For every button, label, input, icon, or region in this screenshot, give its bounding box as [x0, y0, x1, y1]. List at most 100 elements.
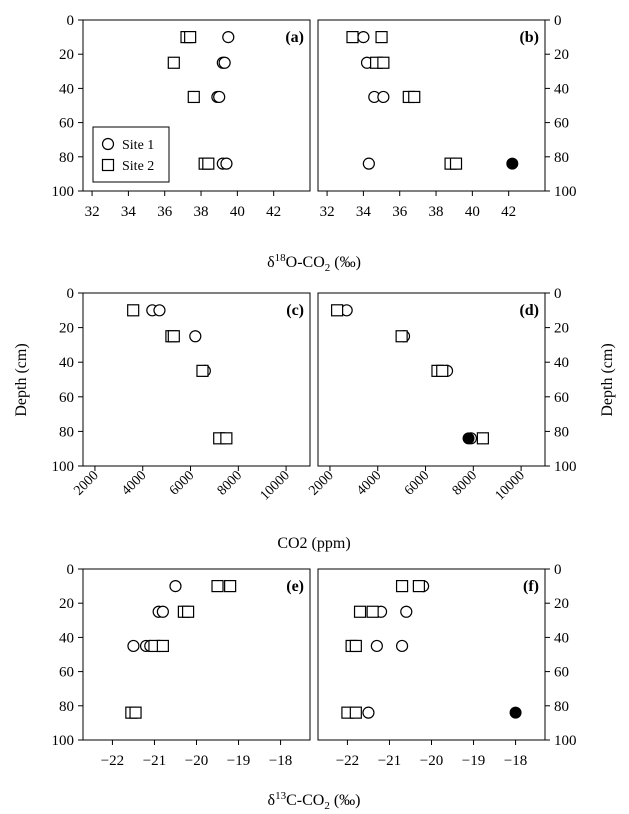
y-tick-label: 40: [554, 355, 569, 371]
y-tick-label: 20: [554, 596, 569, 612]
site-2-point: [167, 330, 180, 343]
y-tick-label: 60: [59, 665, 74, 681]
panel-a: 0 20 40 60 80 100 32 34 36 38 40 42 (a) Site 1 Site 2: [52, 13, 311, 220]
y-tick-label: 100: [52, 184, 75, 200]
site-1-point: [189, 330, 202, 343]
site-2-point: [181, 605, 195, 618]
x-tick-label: 4000: [119, 468, 149, 498]
y-tick-label: 60: [554, 665, 569, 681]
x-tick-label: 8000: [215, 468, 245, 498]
y-tick-label: 40: [554, 81, 569, 97]
y-tick-label: 0: [67, 13, 75, 29]
site-2-point: [449, 157, 463, 170]
x-tick-label: 40: [230, 204, 245, 220]
y-tick-label: 80: [59, 424, 74, 440]
panel-b: 0 20 40 60 80 100 32 34 36 38 40 42 (b): [317, 13, 577, 220]
y-tick-label: 60: [554, 116, 569, 132]
y-tick-label: 20: [554, 47, 569, 63]
panel-frame: [317, 19, 546, 192]
y-tick-label: 0: [554, 286, 562, 302]
panel-label: (e): [286, 578, 304, 595]
filled-point: [462, 432, 475, 445]
site-1-point: [222, 30, 235, 44]
x-tick-label: 38: [194, 204, 209, 220]
site-2-point: [127, 304, 140, 317]
x-tick-label: −18: [504, 753, 527, 769]
site-2-point: [167, 56, 180, 69]
x-tick-label: 34: [356, 204, 372, 220]
site-2-point: [331, 304, 344, 317]
site-2-point: [353, 605, 367, 618]
panel-label: (d): [519, 302, 539, 319]
y-tick-label: 0: [67, 562, 75, 578]
y-tick-label: 80: [554, 699, 569, 715]
site-1-point: [395, 639, 409, 653]
x-tick-label: 32: [85, 204, 100, 220]
site-2-point: [349, 639, 362, 653]
site-1-point: [218, 56, 231, 69]
filled-point: [506, 157, 519, 170]
filled-point: [509, 706, 522, 719]
panel-e: 0 20 40 60 80 100 −22 −21 −20 −19 −18 (e): [52, 562, 311, 769]
site-1-point: [357, 30, 370, 44]
site-2-point: [156, 639, 169, 653]
row3-x-axis-label: δ13C-CO2 (‰): [268, 790, 361, 812]
y-tick-label: 60: [59, 390, 74, 406]
panel-frame: [82, 19, 311, 192]
site-2-point: [196, 364, 209, 377]
site-2-point: [375, 31, 388, 44]
panel-frame: [317, 292, 546, 467]
site-1-point: [213, 90, 226, 104]
x-tick-label: 42: [501, 204, 516, 220]
site-2-point: [220, 432, 233, 445]
panel-frame: [82, 292, 311, 467]
x-tick-label: −19: [227, 753, 250, 769]
x-tick-label: 36: [392, 204, 408, 220]
y-tick-label: 80: [59, 699, 74, 715]
panel-label: (f): [523, 578, 539, 595]
legend-circle-icon: [101, 137, 115, 151]
site-2-point: [187, 90, 200, 104]
x-tick-label: 8000: [450, 468, 480, 498]
x-tick-label: −22: [101, 753, 124, 769]
x-tick-label: 40: [465, 204, 480, 220]
x-tick-label: 10000: [493, 468, 528, 503]
x-tick-label: 6000: [402, 468, 432, 498]
site-2-point: [395, 579, 409, 593]
site-1-point: [220, 157, 233, 170]
y-tick-label: 0: [67, 286, 75, 302]
x-tick-label: −20: [185, 753, 208, 769]
y-tick-label: 40: [59, 355, 74, 371]
x-tick-label: 6000: [167, 468, 197, 498]
site-1-point: [153, 304, 166, 317]
row2-x-axis-label: CO2 (ppm): [277, 535, 350, 552]
site-1-point: [362, 157, 375, 170]
site-2-point: [395, 330, 408, 343]
x-tick-label: 10000: [258, 468, 293, 503]
site-2-point: [129, 706, 142, 719]
y-tick-label: 80: [554, 424, 569, 440]
x-tick-label: 38: [429, 204, 444, 220]
site-2-point: [408, 90, 421, 104]
y-tick-label: 20: [554, 321, 569, 337]
y-tick-label: 80: [554, 150, 569, 166]
y-tick-label: 100: [554, 459, 577, 475]
site-1-point: [127, 639, 140, 653]
legend: Site 1 Site 2: [92, 126, 170, 183]
x-tick-label: 32: [320, 204, 335, 220]
y-tick-label: 20: [59, 321, 74, 337]
panel-label: (c): [286, 302, 304, 319]
panel-label: (b): [519, 29, 539, 46]
site-2-point: [202, 157, 215, 170]
y-tick-label: 40: [554, 630, 569, 646]
x-tick-label: −18: [269, 753, 292, 769]
y-tick-label: 100: [52, 733, 75, 749]
site-2-point: [224, 579, 237, 593]
x-tick-label: −21: [143, 753, 166, 769]
y-tick-label: 60: [554, 390, 569, 406]
depth-label-right: Depth (cm): [599, 343, 616, 416]
y-tick-label: 20: [59, 596, 74, 612]
legend-box: [92, 126, 170, 183]
